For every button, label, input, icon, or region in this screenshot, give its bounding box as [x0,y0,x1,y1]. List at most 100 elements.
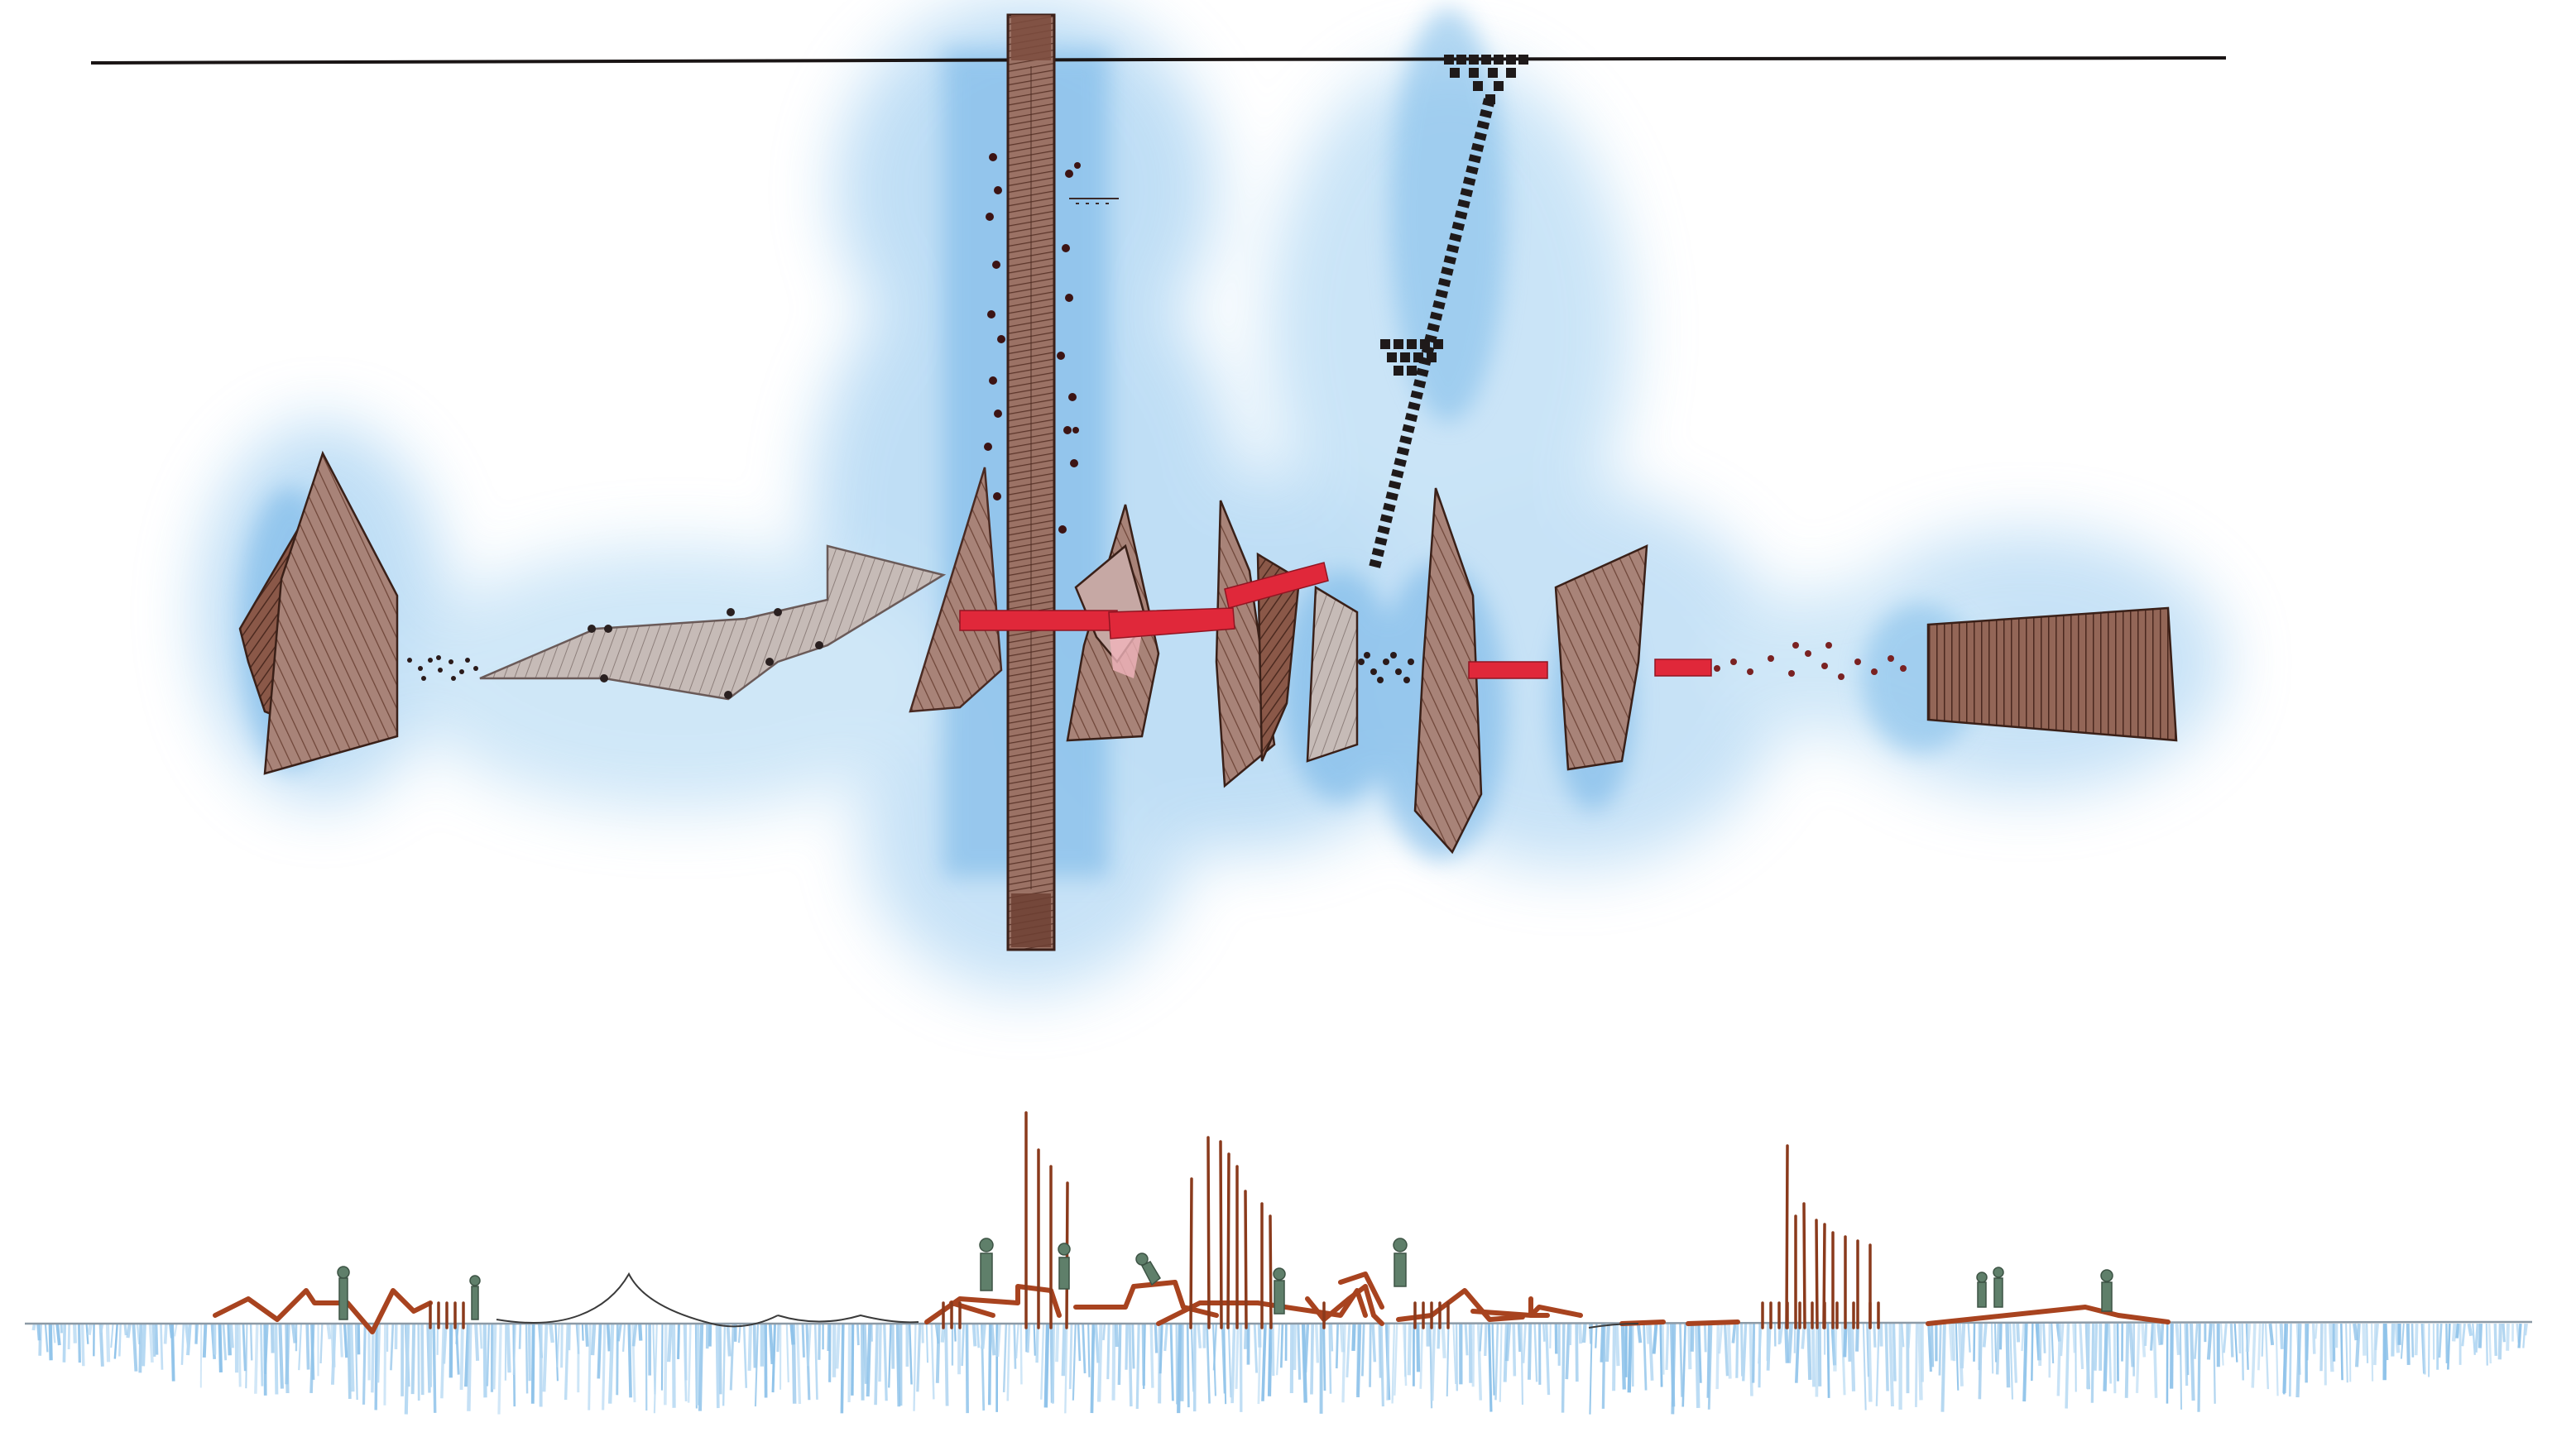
water-stroke [1892,1323,1897,1382]
water-stroke [440,1323,446,1399]
water-stroke [186,1323,192,1356]
water-stroke [1679,1323,1683,1397]
water-stroke [1378,1323,1382,1378]
water-stroke [1487,1323,1493,1412]
water-stroke [1694,1323,1701,1408]
water-stroke [347,1323,352,1399]
water-stroke [1330,1323,1334,1352]
water-stroke [497,1323,502,1415]
water-stroke [2282,1323,2289,1393]
water-stroke [110,1323,114,1348]
water-stroke [616,1323,622,1342]
water-stroke [1149,1323,1154,1388]
water-stroke [459,1323,464,1391]
water-stroke [2438,1323,2443,1358]
water-stroke [916,1323,922,1392]
water-stroke [1142,1323,1146,1389]
water-stroke [1197,1323,1202,1348]
water-stroke [2090,1323,2095,1403]
water-stroke [2268,1323,2275,1346]
water-stroke [349,1323,355,1392]
water-stroke [560,1323,564,1368]
water-stroke [549,1323,554,1343]
water-stroke [588,1323,592,1410]
water-stroke [2072,1323,2077,1353]
water-stroke [1636,1323,1643,1343]
water-stroke [113,1323,118,1359]
water-stroke [1917,1323,1923,1401]
water-stroke [1652,1323,1658,1354]
water-stroke [1806,1323,1812,1380]
water-stroke [1212,1323,1218,1371]
water-stroke [1019,1323,1023,1385]
water-stroke [482,1323,487,1398]
water-stroke [2189,1323,2195,1401]
water-stroke [2525,1323,2528,1336]
water-stroke [126,1323,132,1339]
water-stroke [1206,1323,1211,1404]
water-stroke [1527,1323,1533,1380]
water-stroke [222,1323,228,1361]
water-stroke [1960,1323,1966,1369]
water-stroke [2400,1323,2405,1359]
water-stroke [1072,1323,1077,1401]
water-stroke [1279,1323,1284,1368]
water-stroke [2354,1323,2361,1367]
water-stroke [154,1323,159,1355]
water-stroke [2038,1323,2042,1366]
water-stroke [2233,1323,2238,1363]
pier-tick-marks [1069,198,1119,204]
grey-wing-dots [588,608,823,699]
water-stroke [309,1323,315,1393]
water-stroke [1221,1323,1226,1394]
water-stroke [953,1323,957,1342]
water-stroke [564,1323,569,1401]
water-stroke [1040,1323,1045,1400]
water-stroke [883,1323,888,1401]
water-stroke [148,1323,154,1363]
water-stroke [1484,1323,1488,1357]
water-stroke [1267,1323,1273,1396]
water-stroke [687,1323,692,1403]
water-stroke [1779,1323,1784,1343]
water-stroke [1843,1323,1848,1358]
water-stroke [1002,1323,1008,1393]
water-stroke [2124,1323,2130,1398]
water-stroke [908,1323,913,1385]
water-stroke [1520,1323,1524,1406]
water-stroke [160,1323,164,1370]
water-stroke [1601,1323,1606,1409]
water-stroke [1627,1323,1633,1393]
water-stroke [930,1323,935,1400]
water-stroke [1087,1323,1091,1377]
water-stroke [2329,1323,2334,1372]
water-stroke [895,1323,901,1407]
water-stroke [194,1323,199,1344]
water-stroke [1735,1323,1739,1378]
water-stroke [722,1323,727,1406]
water-stroke [2185,1323,2190,1376]
section-poles [429,1111,1880,1329]
water-stroke [2251,1323,2257,1388]
water-stroke [2005,1323,2011,1388]
water-stroke [173,1323,178,1337]
water-stroke [602,1323,607,1410]
water-stroke [98,1323,104,1334]
water-stroke [2152,1323,2158,1398]
water-stroke [1061,1323,1067,1377]
water-stroke [1955,1323,1960,1391]
water-stroke [1993,1323,1998,1363]
water-stroke [1967,1323,1971,1353]
water-stroke [1659,1323,1663,1387]
water-stroke [136,1323,141,1344]
water-stroke [2261,1323,2264,1357]
vertical-pier [1006,13,1056,951]
water-stroke [2414,1323,2419,1356]
water-stroke [1561,1323,1566,1413]
water-stroke [354,1323,358,1401]
water-stroke [1948,1323,1955,1361]
water-stroke [371,1323,375,1393]
water-stroke [2135,1323,2141,1394]
water-stroke [1706,1323,1710,1398]
water-stroke [1346,1323,1351,1378]
